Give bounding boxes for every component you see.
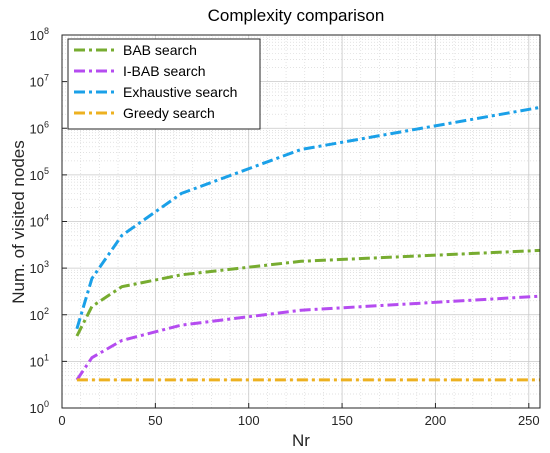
y-tick-layer: 100 101 102 103 104 105 106 107 108 xyxy=(30,26,67,416)
y-tick-label: 103 xyxy=(30,259,49,276)
y-tick-label: 104 xyxy=(30,213,49,230)
legend: BAB search I-BAB search Exhaustive search G… xyxy=(67,38,261,130)
x-tick-label: 50 xyxy=(148,413,162,428)
x-tick-label: 150 xyxy=(331,413,353,428)
legend-label: Greedy search xyxy=(123,105,215,121)
legend-label: I-BAB search xyxy=(123,63,205,79)
series-layer xyxy=(75,105,541,382)
series-line-1 xyxy=(75,248,541,337)
series-line-2 xyxy=(75,294,541,381)
legend-label: BAB search xyxy=(123,42,197,58)
legend-label: Exhaustive search xyxy=(123,84,237,100)
chart-title: Complexity comparison xyxy=(208,6,385,25)
x-tick-label: 250 xyxy=(518,413,540,428)
x-tick-label: 200 xyxy=(425,413,447,428)
y-tick-label: 101 xyxy=(30,352,49,369)
x-tick-layer: 0 50 100 150 200 250 xyxy=(58,403,540,428)
legend-entries: BAB search I-BAB search Exhaustive search G… xyxy=(74,42,237,121)
y-tick-label: 102 xyxy=(30,306,49,323)
series-line-3 xyxy=(75,105,541,330)
x-axis-title: Nr xyxy=(292,431,310,450)
x-tick-label: 0 xyxy=(58,413,65,428)
y-tick-label: 100 xyxy=(30,399,49,416)
y-tick-label: 105 xyxy=(30,166,49,183)
y-tick-label: 108 xyxy=(30,26,49,43)
y-tick-label: 106 xyxy=(30,119,49,136)
x-tick-label: 100 xyxy=(238,413,260,428)
y-tick-label: 107 xyxy=(30,73,49,90)
y-axis-title: Num. of visited nodes xyxy=(9,140,28,303)
